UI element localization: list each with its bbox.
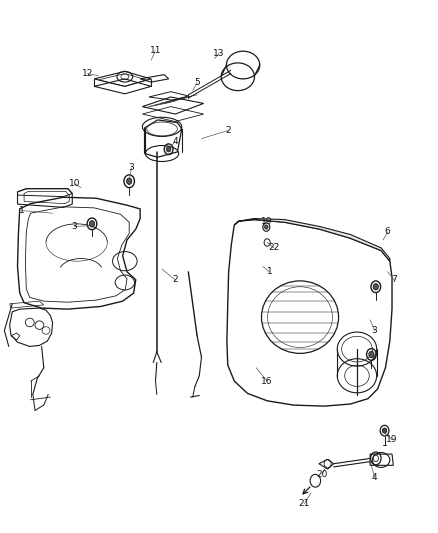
Text: 3: 3 — [371, 326, 378, 335]
Text: 5: 5 — [194, 78, 200, 87]
Text: 4: 4 — [372, 473, 377, 481]
Text: 21: 21 — [299, 499, 310, 508]
Text: 20: 20 — [316, 470, 328, 479]
Ellipse shape — [89, 221, 95, 227]
Text: 4: 4 — [173, 137, 178, 146]
Text: 2: 2 — [225, 126, 230, 135]
Ellipse shape — [369, 351, 374, 358]
Ellipse shape — [382, 428, 387, 433]
Text: 3: 3 — [128, 164, 134, 172]
Polygon shape — [234, 219, 390, 261]
Ellipse shape — [373, 284, 378, 290]
Text: 10: 10 — [69, 180, 80, 188]
Text: 1: 1 — [19, 206, 25, 215]
Ellipse shape — [166, 147, 171, 152]
Text: 6: 6 — [385, 228, 391, 236]
Ellipse shape — [265, 225, 268, 229]
Text: 19: 19 — [261, 217, 273, 225]
Text: 7: 7 — [391, 276, 397, 284]
Text: 16: 16 — [261, 377, 273, 385]
Text: 2: 2 — [173, 276, 178, 284]
Text: 19: 19 — [386, 435, 398, 444]
Text: 11: 11 — [150, 46, 161, 55]
Text: 3: 3 — [71, 222, 78, 231]
Text: 13: 13 — [213, 49, 225, 58]
Text: 22: 22 — [268, 244, 279, 252]
Text: 12: 12 — [82, 69, 93, 78]
Ellipse shape — [127, 178, 132, 184]
Text: 1: 1 — [266, 268, 272, 276]
